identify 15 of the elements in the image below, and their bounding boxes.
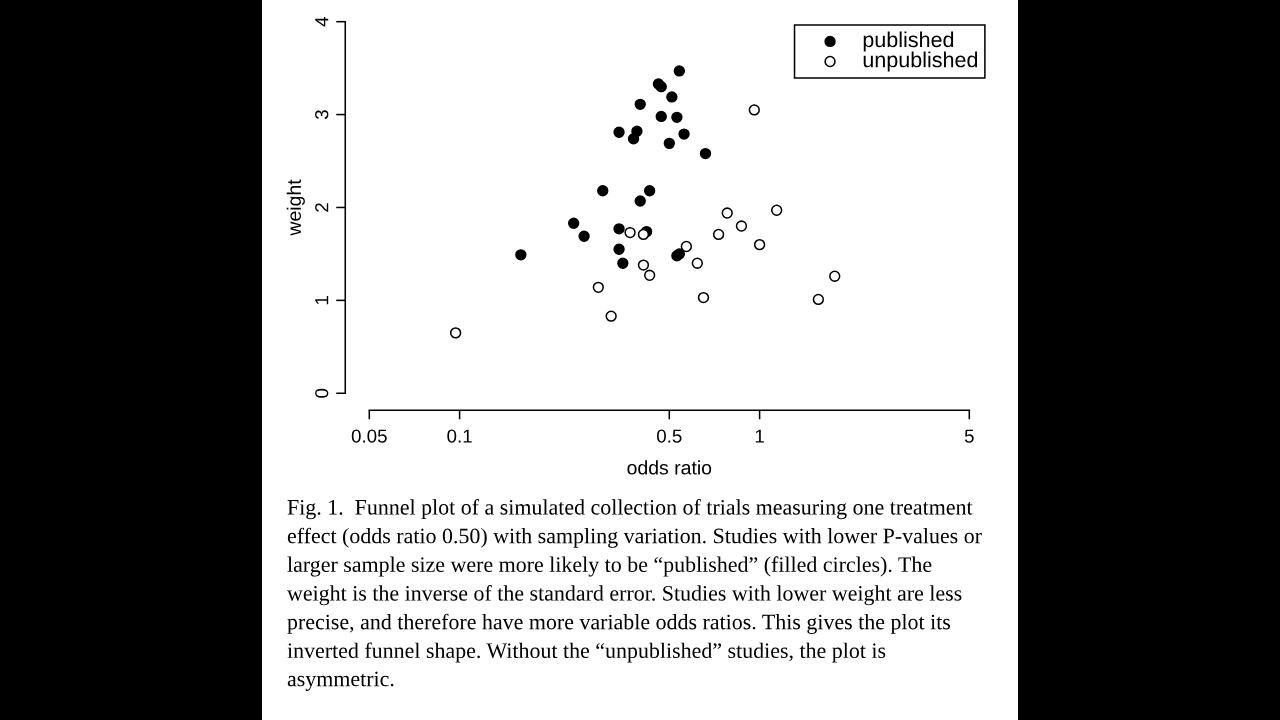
y-tick-label: 0	[315, 388, 329, 398]
y-axis-title: weight	[286, 179, 305, 236]
legend-label: published	[863, 31, 954, 52]
caption: Fig. 1. Funnel plot of a simulated collection of trials measuring one treatment effect (odds ratio 0.50) with sampling variation. Studies with lower P-values or larger sample size were more likely to be “published” (filled circles). The weight is the inverse of the standard error. Studies with lower weight are less precise, and therefore have more variable odds ratios. This gives the plot its inverted funnel shape. Without the “unpublished” studies, the plot is asymmetric.	[287, 499, 982, 691]
legend-label: unpublished	[863, 51, 978, 72]
x-tick-label: 5	[964, 429, 974, 443]
x-tick-label: 0.5	[657, 429, 682, 443]
x-tick-label: 1	[755, 429, 764, 443]
x-tick-label: 0.05	[351, 429, 387, 443]
x-axis-title: odds ratio	[627, 460, 712, 475]
y-tick-label: 4	[315, 17, 329, 27]
x-tick-label: 0.1	[447, 429, 472, 443]
y-tick-label: 2	[315, 203, 329, 212]
y-tick-label: 3	[315, 110, 329, 120]
y-tick-label: 1	[315, 296, 329, 305]
